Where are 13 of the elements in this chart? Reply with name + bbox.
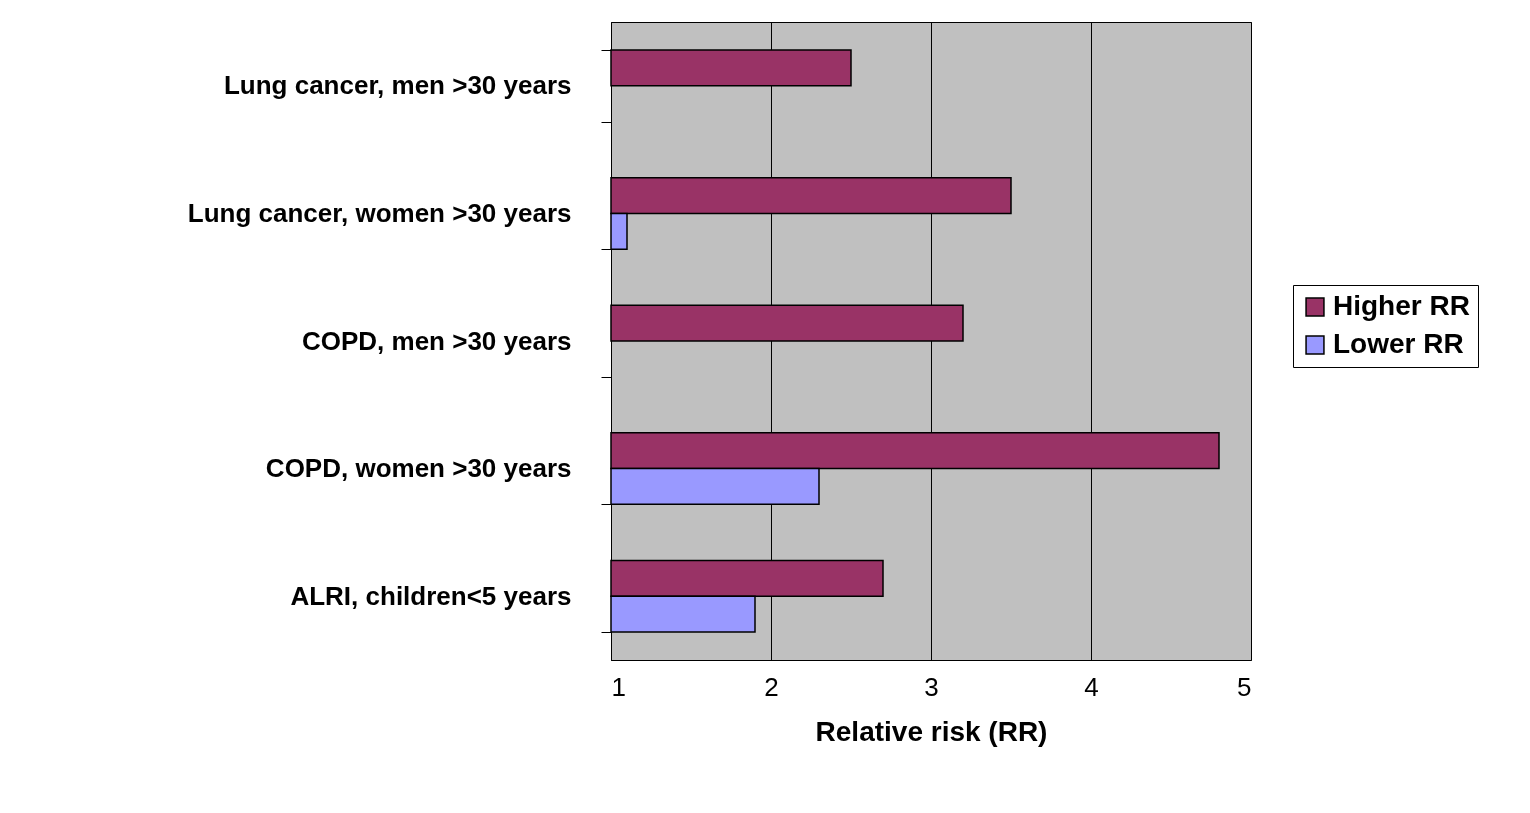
- x-tick-label: 1: [611, 671, 626, 702]
- x-tick-label: 5: [1237, 671, 1252, 702]
- y-tick-label: ALRI, children<5 years: [290, 580, 572, 611]
- x-axis-title: Relative risk (RR): [815, 715, 1048, 747]
- x-tick-label: 4: [1084, 671, 1099, 702]
- x-tick-label: 3: [924, 671, 939, 702]
- legend-label: Higher RR: [1333, 290, 1470, 321]
- x-tick-label: 2: [764, 671, 779, 702]
- y-tick-label: Lung cancer, men >30 years: [223, 70, 572, 101]
- y-tick-label: COPD, women >30 years: [265, 453, 572, 484]
- legend-label: Lower RR: [1333, 328, 1464, 359]
- y-tick-label: COPD, men >30 years: [301, 325, 572, 356]
- y-tick-label: Lung cancer, women >30 years: [187, 197, 572, 228]
